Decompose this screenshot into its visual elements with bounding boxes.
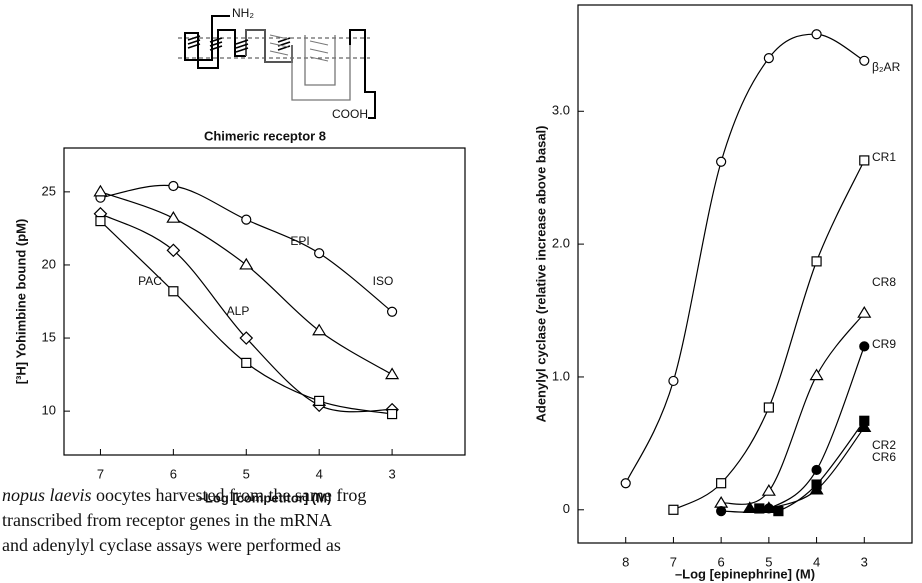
diagram-caption: Chimeric receptor 8 — [204, 128, 326, 143]
marker — [241, 214, 252, 225]
marker — [314, 395, 325, 407]
marker — [763, 53, 774, 64]
marker — [93, 184, 108, 197]
marker — [239, 331, 254, 345]
series-curve — [749, 427, 865, 511]
series-label: CR6 — [872, 450, 896, 464]
marker — [95, 215, 106, 227]
x-tick-label: 3 — [388, 466, 395, 481]
marker — [386, 306, 398, 317]
receptor-diagram — [178, 15, 376, 119]
body-line: nopus laevis oocytes harvested from the … — [2, 485, 366, 505]
series-label: ALP — [227, 304, 250, 318]
series-label: β₂AR — [872, 60, 901, 74]
line-text: oocytes harvested from the same frog — [92, 485, 367, 505]
marker — [239, 257, 254, 270]
body-line: and adenylyl cyclase assays were perform… — [2, 535, 341, 555]
x-tick-label: 8 — [622, 554, 629, 569]
plot-frame — [577, 4, 913, 544]
marker — [811, 256, 822, 267]
marker — [761, 484, 776, 496]
x-tick-label: 6 — [170, 466, 177, 481]
marker — [312, 323, 327, 336]
marker — [773, 506, 784, 517]
plot-frame — [63, 147, 466, 456]
marker — [668, 504, 679, 515]
y-tick-label: 10 — [42, 403, 56, 418]
marker — [314, 248, 325, 259]
marker — [859, 155, 870, 166]
marker — [620, 478, 631, 489]
series-curve — [625, 33, 865, 484]
series-label: EPI — [290, 234, 309, 248]
marker — [859, 55, 870, 66]
marker — [166, 211, 181, 223]
y-axis-label: Adenylyl cyclase (relative increase abov… — [533, 125, 548, 422]
marker — [385, 367, 400, 380]
series-curve — [673, 160, 865, 511]
series-curve — [100, 184, 393, 313]
marker — [761, 501, 776, 514]
x-tick-label: 7 — [97, 466, 104, 481]
marker — [716, 478, 727, 489]
marker — [742, 501, 757, 514]
x-tick-label: 6 — [718, 554, 725, 569]
marker — [716, 156, 727, 167]
series-label: ISO — [373, 274, 394, 288]
body-line: transcribed from receptor genes in the m… — [2, 510, 332, 530]
marker — [714, 495, 729, 508]
x-tick-label: 5 — [243, 466, 250, 481]
marker — [166, 243, 181, 258]
series-label: PAC — [138, 274, 162, 288]
series-curve — [721, 346, 865, 513]
marker — [716, 506, 727, 517]
x-axis-label: –Log [epinephrine] (M) — [675, 566, 815, 581]
x-tick-label: 4 — [813, 554, 820, 569]
diagram-label: COOH — [332, 107, 368, 121]
marker — [168, 180, 179, 192]
y-tick-label: 20 — [42, 256, 56, 271]
series-curve — [759, 420, 865, 514]
series-curve — [720, 312, 865, 505]
marker — [811, 29, 822, 40]
marker — [386, 408, 398, 420]
line-text: transcribed from receptor genes in the m… — [2, 510, 332, 530]
series-label: CR8 — [872, 275, 896, 289]
x-tick-label: 4 — [316, 466, 323, 481]
series-label: CR1 — [872, 150, 896, 164]
marker — [241, 357, 252, 368]
x-tick-label: 5 — [765, 554, 772, 569]
marker — [754, 503, 765, 514]
marker — [811, 464, 822, 476]
x-tick-label: 7 — [670, 554, 677, 569]
marker — [763, 402, 774, 413]
y-tick-label: 3.0 — [552, 103, 570, 118]
marker — [857, 420, 872, 433]
x-axis-label: –Log [competitor] (M) — [198, 490, 332, 505]
marker — [668, 375, 679, 387]
y-tick-label: 15 — [42, 329, 56, 344]
italic-text: nopus laevis — [2, 485, 92, 505]
marker — [857, 306, 872, 318]
y-tick-label: 1.0 — [552, 368, 570, 383]
marker — [859, 341, 870, 352]
marker — [809, 482, 824, 495]
diagram-label: NH₂ — [232, 6, 254, 20]
series-label: CR2 — [872, 438, 896, 452]
y-tick-label: 25 — [42, 183, 56, 198]
y-tick-label: 2.0 — [552, 236, 570, 251]
y-axis-label: [³H] Yohimbine bound (pM) — [13, 219, 28, 385]
body-text: nopus laevis oocytes harvested from the … — [2, 485, 366, 555]
marker — [168, 286, 179, 297]
line-text: and adenylyl cyclase assays were perform… — [2, 535, 341, 555]
series-label: CR9 — [872, 337, 896, 351]
marker — [809, 368, 824, 381]
y-tick-label: 0 — [563, 501, 570, 516]
x-tick-label: 3 — [861, 554, 868, 569]
